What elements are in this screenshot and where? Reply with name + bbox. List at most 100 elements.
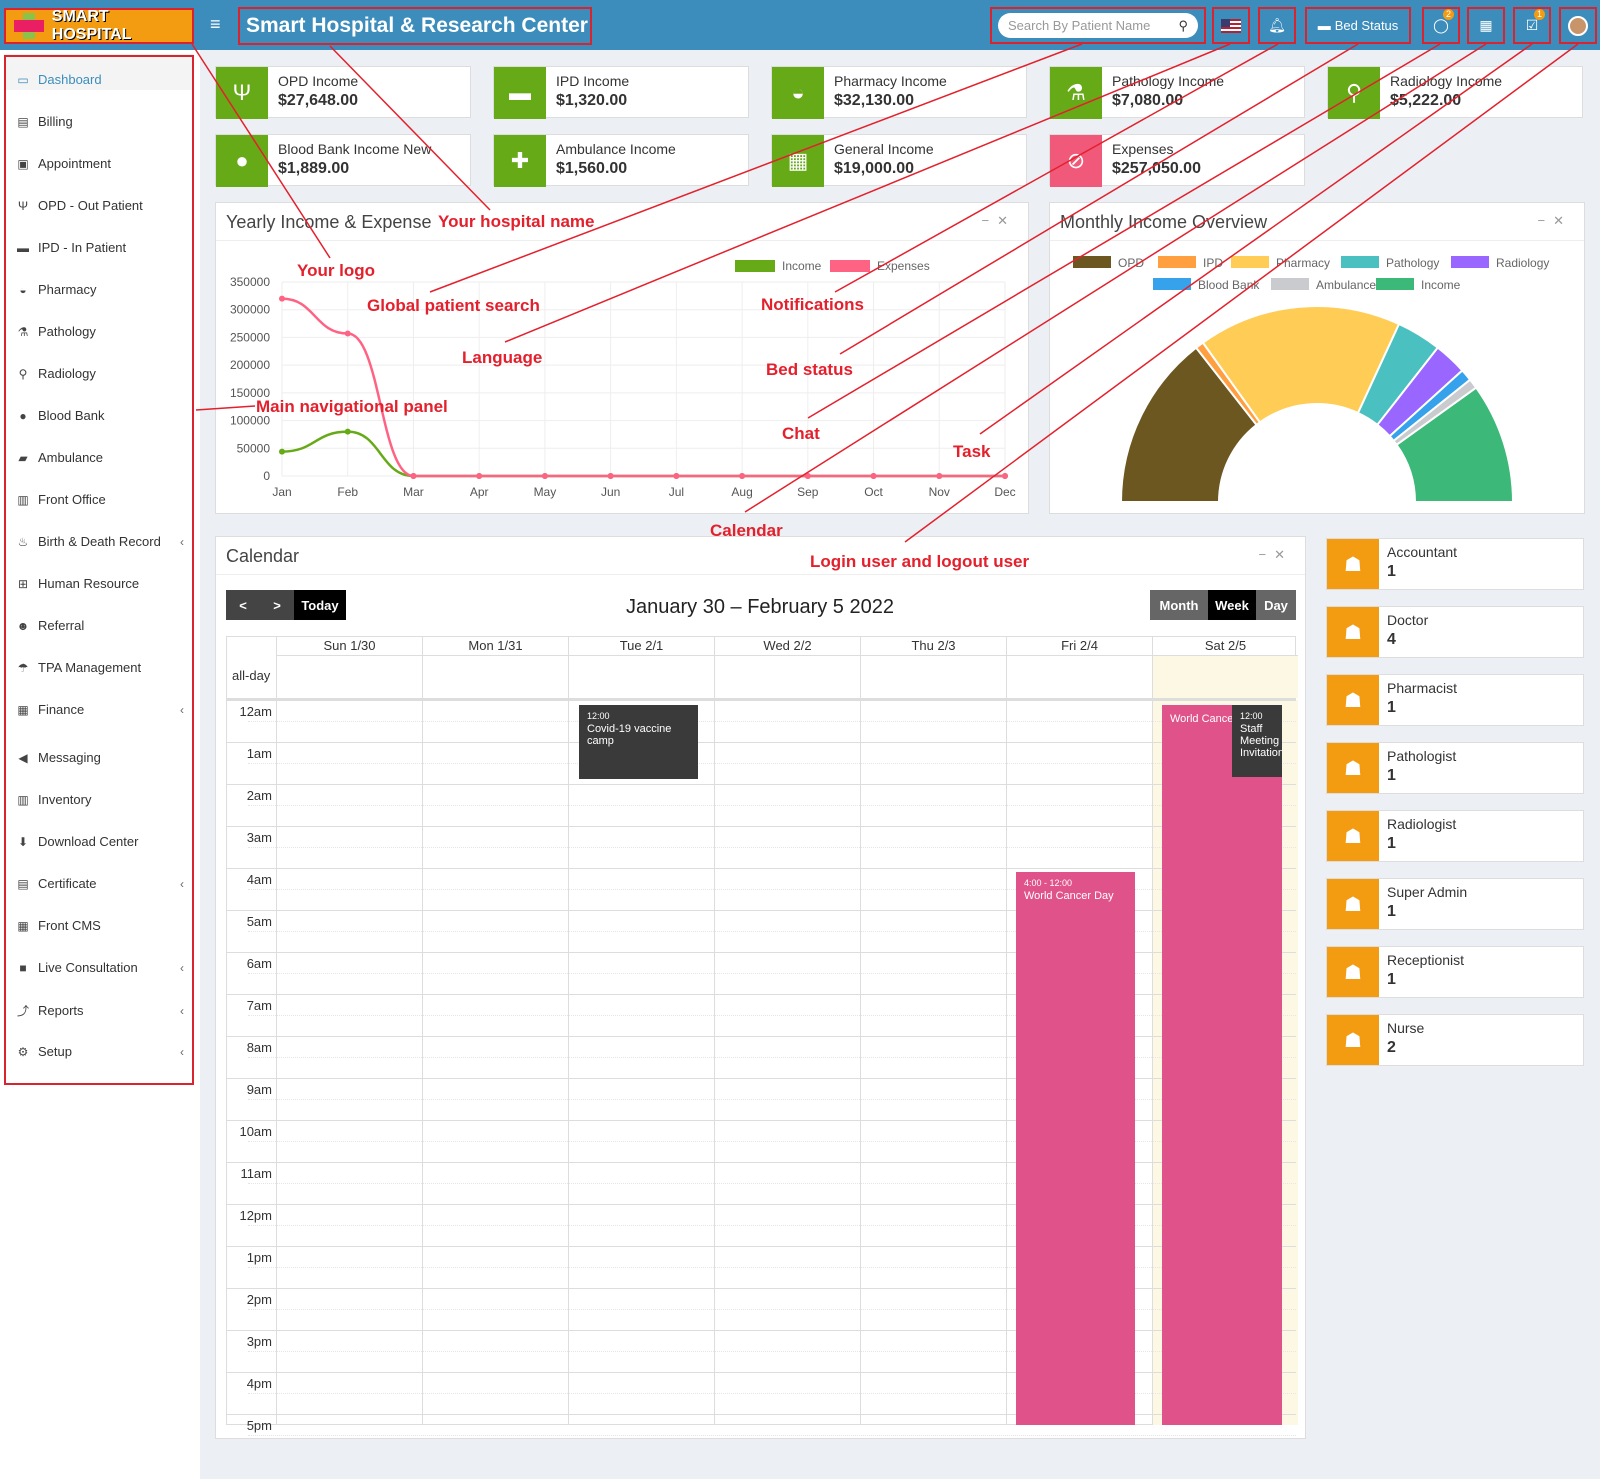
allday-divider — [226, 698, 1296, 700]
staff-count: 4 — [1387, 631, 1396, 648]
global-search[interactable]: Search By Patient Name ⚲ — [990, 7, 1206, 44]
annotation-line-nav — [195, 405, 256, 411]
sidebar-item-download-center[interactable]: ⬇ Download Center — [14, 834, 184, 849]
sidebar-item-billing[interactable]: ▤ Billing — [14, 114, 184, 129]
sidebar-item-human-resource[interactable]: ⊞ Human Resource — [14, 576, 184, 591]
staff-card-accountant[interactable]: ☗ Accountant 1 — [1326, 538, 1584, 590]
search-icon[interactable]: ⚲ — [1178, 17, 1188, 33]
today-allday-highlight — [1152, 656, 1298, 698]
sidebar-item-ipd-in-patient[interactable]: ▬ IPD - In Patient — [14, 240, 184, 255]
close-icon[interactable]: ✕ — [1553, 213, 1572, 228]
event-title: Staff Meeting Invitation — [1240, 723, 1282, 759]
calendar-button[interactable]: ▦ — [1467, 7, 1505, 44]
ambulance-icon: ▰ — [18, 450, 28, 465]
hour-line — [226, 994, 1296, 995]
user-secret-icon: ☗ — [1327, 879, 1379, 929]
sidebar-item-label: Dashboard — [38, 72, 102, 87]
event-covid-camp[interactable]: 12:00 Covid-19 vaccine camp — [579, 705, 698, 779]
hour-label: 10am — [239, 1124, 272, 1139]
sidebar-item-inventory[interactable]: ▥ Inventory — [14, 792, 184, 807]
staff-role: Pharmacist — [1387, 680, 1458, 696]
event-world-cancer-day-sat[interactable]: World Cancer Day — [1162, 705, 1282, 1425]
minimize-icon[interactable]: − — [1258, 547, 1275, 562]
data-point — [344, 330, 351, 337]
staff-count: 1 — [1387, 563, 1396, 580]
sidebar-item-radiology[interactable]: ⚲ Radiology — [14, 366, 184, 381]
tint-icon: ● — [19, 408, 27, 423]
task-badge: 1 — [1533, 9, 1545, 20]
sidebar-item-dashboard[interactable]: ▭ Dashboard — [14, 72, 184, 87]
half-hour-line — [248, 1351, 1296, 1352]
staff-card-receptionist[interactable]: ☗ Receptionist 1 — [1326, 946, 1584, 998]
calendar-check-icon: ▣ — [17, 156, 29, 171]
close-icon[interactable]: ✕ — [997, 213, 1016, 228]
sidebar-item-label: Pharmacy — [38, 282, 97, 297]
minimize-icon[interactable]: − — [1537, 213, 1554, 228]
x-tick-label: Mar — [403, 485, 424, 499]
sidebar-item-pharmacy[interactable]: ◒ Pharmacy — [14, 282, 184, 297]
bed-status-button[interactable]: ▬ Bed Status — [1305, 7, 1411, 44]
sidebar-item-finance[interactable]: ▦ Finance ‹ — [14, 702, 184, 717]
income-card-ipd-income[interactable]: ▬ IPD Income $1,320.00 — [493, 66, 749, 119]
sidebar-item-opd-out-patient[interactable]: Ψ OPD - Out Patient — [14, 198, 184, 213]
x-tick-label: Feb — [337, 485, 358, 499]
day-column-line — [276, 636, 277, 1425]
next-week-button[interactable]: > — [260, 590, 294, 620]
close-icon[interactable]: ✕ — [1274, 547, 1293, 562]
active-item-highlight — [4, 54, 194, 90]
sidebar-item-reports[interactable]: ⤴ Reports ‹ — [14, 1002, 184, 1019]
sidebar-item-blood-bank[interactable]: ● Blood Bank — [14, 408, 184, 423]
money-icon: ▦ — [17, 702, 29, 717]
sidebar-item-birth-death-record[interactable]: ♨ Birth & Death Record ‹ — [14, 534, 184, 549]
event-world-cancer-day-fri[interactable]: 4:00 - 12:00 World Cancer Day — [1016, 872, 1135, 1425]
income-card-opd-income[interactable]: Ψ OPD Income $27,648.00 — [215, 66, 471, 119]
income-card-pharmacy-income[interactable]: ◒ Pharmacy Income $32,130.00 — [771, 66, 1027, 119]
event-staff-meeting[interactable]: 12:00 Staff Meeting Invitation — [1232, 705, 1282, 777]
hour-label: 12pm — [239, 1208, 272, 1223]
staff-card-pharmacist[interactable]: ☗ Pharmacist 1 — [1326, 674, 1584, 726]
user-secret-icon: ☗ — [1327, 1015, 1379, 1065]
staff-card-pathologist[interactable]: ☗ Pathologist 1 — [1326, 742, 1584, 794]
half-hour-line — [248, 763, 1296, 764]
sidebar-item-live-consultation[interactable]: ■ Live Consultation ‹ — [14, 960, 184, 975]
search-input[interactable]: Search By Patient Name — [1008, 18, 1151, 33]
sidebar-item-certificate[interactable]: ▤ Certificate ‹ — [14, 876, 184, 891]
staff-card-super-admin[interactable]: ☗ Super Admin 1 — [1326, 878, 1584, 930]
week-view-button[interactable]: Week — [1208, 590, 1256, 620]
sidebar-item-front-cms[interactable]: ▦ Front CMS — [14, 918, 184, 933]
sidebar-item-referral[interactable]: ☻ Referral — [14, 618, 184, 633]
menu-toggle-icon[interactable]: ≡ — [210, 14, 221, 34]
income-card-general-income[interactable]: ▦ General Income $19,000.00 — [771, 134, 1027, 187]
income-card-blood-bank-income-new[interactable]: ● Blood Bank Income New $1,889.00 — [215, 134, 471, 187]
month-view-button[interactable]: Month — [1150, 590, 1208, 620]
day-view-button[interactable]: Day — [1256, 590, 1296, 620]
chat-button[interactable]: ◯ 2 — [1422, 7, 1460, 44]
sidebar-item-setup[interactable]: ⚙ Setup ‹ — [14, 1044, 184, 1059]
logo[interactable]: SMART HOSPITAL — [4, 8, 194, 44]
today-button[interactable]: Today — [294, 590, 346, 620]
sidebar-item-appointment[interactable]: ▣ Appointment — [14, 156, 184, 171]
income-card-ambulance-income[interactable]: ✚ Ambulance Income $1,560.00 — [493, 134, 749, 187]
certificate-icon: ▤ — [17, 876, 29, 891]
staff-card-doctor[interactable]: ☗ Doctor 4 — [1326, 606, 1584, 658]
notifications-button[interactable]: 🔔︎ — [1258, 7, 1296, 44]
sidebar-item-pathology[interactable]: ⚗ Pathology — [14, 324, 184, 339]
language-button[interactable] — [1212, 7, 1250, 44]
legend-swatch — [1158, 256, 1196, 268]
half-hour-line — [248, 931, 1296, 932]
minimize-icon[interactable]: − — [981, 213, 998, 228]
prev-week-button[interactable]: < — [226, 590, 260, 620]
staff-card-nurse[interactable]: ☗ Nurse 2 — [1326, 1014, 1584, 1066]
sidebar-item-label: Radiology — [38, 366, 96, 381]
x-tick-label: Jul — [669, 485, 684, 499]
sidebar-item-front-office[interactable]: ▥ Front Office — [14, 492, 184, 507]
hour-line — [226, 826, 1296, 827]
task-button[interactable]: ☑ 1 — [1513, 7, 1551, 44]
sidebar-item-tpa-management[interactable]: ☂ TPA Management — [14, 660, 184, 675]
sidebar-item-ambulance[interactable]: ▰ Ambulance — [14, 450, 184, 465]
user-menu-button[interactable] — [1559, 7, 1597, 44]
staff-card-radiologist[interactable]: ☗ Radiologist 1 — [1326, 810, 1584, 862]
income-card-expenses[interactable]: ⊘ Expenses $257,050.00 — [1049, 134, 1305, 187]
half-hour-line — [248, 1309, 1296, 1310]
sidebar-item-messaging[interactable]: ◀ Messaging — [14, 750, 184, 765]
